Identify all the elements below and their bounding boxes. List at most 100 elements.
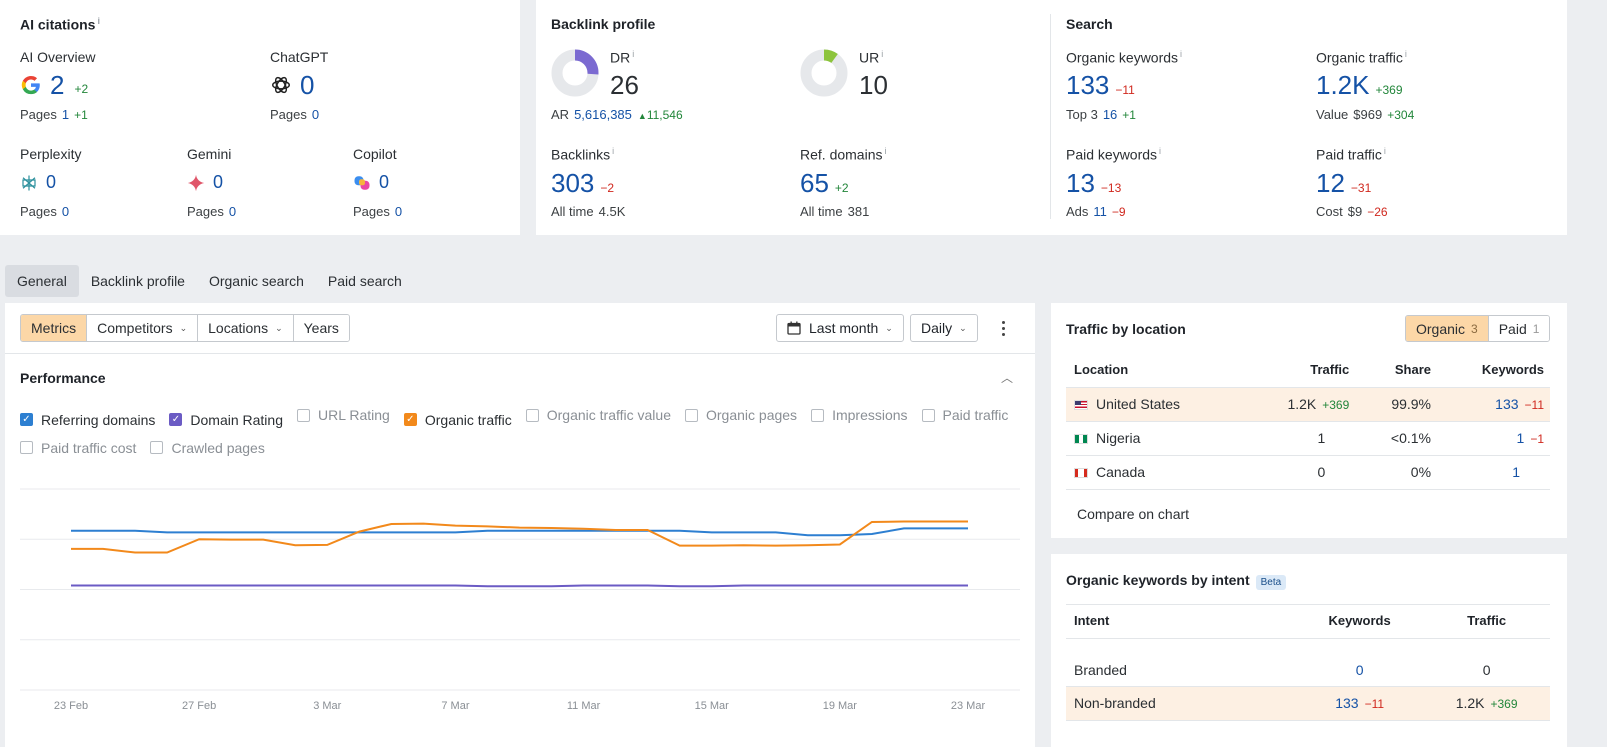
- chatgpt-value[interactable]: 0: [300, 70, 315, 100]
- col-share[interactable]: Share: [1357, 353, 1440, 388]
- more-options-icon[interactable]: [995, 317, 1011, 339]
- checkbox-icon: [921, 408, 935, 422]
- paid-traffic-label: Paid traffic i: [1316, 146, 1386, 163]
- intent-table: Intent Keywords Traffic Branded 0 0 Non-…: [1066, 604, 1550, 721]
- metric-checkboxes: ✓ Referring domains ✓ Domain Rating URL Rati…: [20, 401, 1025, 463]
- col-keywords[interactable]: Keywords: [1439, 353, 1550, 388]
- table-row[interactable]: Canada 0 0% 1: [1066, 455, 1550, 490]
- collapse-chevron-icon[interactable]: ︿: [1001, 371, 1014, 385]
- compare-on-chart-link[interactable]: Compare on chart: [1077, 506, 1190, 522]
- performance-card: Metrics Competitors ⌄ Locations ⌄ Years La…: [5, 303, 1035, 747]
- tab-paid-search[interactable]: Paid search: [327, 273, 402, 289]
- col-keywords[interactable]: Keywords: [1296, 604, 1424, 639]
- checkbox-paid-traffic-cost[interactable]: Paid traffic cost: [20, 434, 136, 462]
- paid-keywords-delta: −13: [1100, 181, 1122, 195]
- refdomains-value[interactable]: 65: [800, 168, 829, 198]
- chatgpt-pages: Pages 0: [270, 107, 320, 122]
- keywords-by-intent-card: Organic keywords by intent Beta Intent Ke…: [1051, 554, 1567, 747]
- toggle-organic[interactable]: Organic 3: [1406, 316, 1489, 341]
- col-location[interactable]: Location: [1066, 353, 1244, 388]
- table-row[interactable]: United States 1.2K +369 99.9% 133 −11: [1066, 387, 1550, 422]
- checkbox-icon: [811, 408, 825, 422]
- ai-citations-title: AI citations i: [20, 16, 100, 33]
- table-row[interactable]: Branded 0 0: [1066, 638, 1550, 687]
- x-tick-label: 15 Mar: [695, 700, 730, 712]
- checkbox-crawled-pages[interactable]: Crawled pages: [150, 434, 265, 462]
- checkbox-paid-traffic[interactable]: Paid traffic: [921, 401, 1008, 429]
- checkmark-icon: ✓: [403, 413, 417, 426]
- table-row[interactable]: Non-branded 133 −11 1.2K +369: [1066, 686, 1550, 721]
- checkbox-icon: [150, 441, 164, 454]
- traffic-by-location-title: Traffic by location: [1066, 321, 1186, 337]
- chatgpt-label: ChatGPT: [270, 49, 329, 65]
- tab-organic-search[interactable]: Organic search: [208, 273, 304, 289]
- checkbox-domain-rating[interactable]: ✓ Domain Rating: [169, 406, 283, 434]
- ng-flag-icon: [1074, 434, 1088, 444]
- backlinks-label: Backlinks i: [551, 146, 615, 163]
- checkbox-impressions[interactable]: Impressions: [811, 401, 908, 429]
- series-line-domain-rating[interactable]: [71, 584, 968, 588]
- copilot-icon: [354, 175, 370, 190]
- checkbox-organic-pages[interactable]: Organic pages: [685, 401, 797, 429]
- col-traffic[interactable]: Traffic: [1423, 604, 1550, 639]
- ads-row: Ads 11 −9: [1066, 204, 1126, 219]
- checkmark-icon: ✓: [20, 413, 33, 426]
- segment-metrics[interactable]: Metrics: [21, 315, 88, 341]
- gemini-value[interactable]: 0: [213, 172, 224, 192]
- backlinks-value[interactable]: 303: [551, 168, 595, 198]
- ar-value[interactable]: 5,616,385: [574, 107, 632, 122]
- ca-flag-icon: [1074, 468, 1088, 478]
- info-icon[interactable]: i: [97, 16, 100, 26]
- period-dropdown[interactable]: Last month ⌄: [776, 314, 904, 342]
- ai-overview-pages-value[interactable]: 1: [61, 107, 70, 122]
- segment-locations[interactable]: Locations ⌄: [198, 315, 294, 341]
- series-line-organic-traffic[interactable]: [71, 520, 968, 554]
- divider: [5, 353, 1035, 354]
- perplexity-icon: [22, 175, 36, 190]
- checkbox-url-rating[interactable]: URL Rating: [297, 401, 390, 429]
- organic-keywords-label: Organic keywords i: [1066, 49, 1183, 66]
- intent-title: Organic keywords by intent Beta: [1066, 572, 1287, 590]
- organic-keywords-value[interactable]: 133: [1066, 70, 1110, 100]
- tab-backlink-profile[interactable]: Backlink profile: [90, 273, 185, 289]
- checkbox-organic-traffic-value[interactable]: Organic traffic value: [525, 401, 671, 429]
- ai-overview-delta: +2: [74, 82, 89, 96]
- col-traffic[interactable]: Traffic: [1243, 353, 1358, 388]
- col-intent[interactable]: Intent: [1066, 604, 1296, 639]
- paid-traffic-value[interactable]: 12: [1316, 168, 1345, 198]
- checkbox-icon: [297, 408, 310, 422]
- chevron-down-icon: ⌄: [885, 322, 893, 333]
- value-row: Value $969 +304: [1316, 107, 1415, 122]
- dr-label: DR i: [610, 49, 635, 66]
- segment-competitors[interactable]: Competitors ⌄: [87, 315, 199, 341]
- checkbox-icon: [20, 441, 33, 454]
- ur-donut: [800, 49, 848, 97]
- ai-overview-label: AI Overview: [20, 49, 96, 65]
- x-tick-label: 19 Mar: [823, 700, 858, 712]
- x-tick-label: 23 Feb: [54, 700, 88, 712]
- location-type-toggle: Organic 3 Paid 1: [1405, 315, 1551, 342]
- x-tick-label: 11 Mar: [567, 700, 601, 712]
- table-row[interactable]: Nigeria 1 <0.1% 1 −1: [1066, 421, 1550, 456]
- refdomains-label: Ref. domains i: [800, 146, 887, 163]
- organic-traffic-value[interactable]: 1.2K: [1316, 70, 1370, 100]
- x-tick-label: 3 Mar: [313, 700, 341, 712]
- dr-value: 26: [610, 70, 639, 100]
- perplexity-value[interactable]: 0: [46, 172, 57, 192]
- granularity-dropdown[interactable]: Daily ⌄: [910, 314, 978, 342]
- gemini-label: Gemini: [187, 146, 232, 162]
- ar-delta: ▲11,546: [637, 108, 683, 122]
- checkbox-organic-traffic[interactable]: ✓ Organic traffic: [403, 406, 512, 434]
- section-tabs: General Backlink profile Organic search …: [5, 265, 414, 297]
- segment-years[interactable]: Years: [293, 315, 349, 341]
- toggle-paid[interactable]: Paid 1: [1488, 316, 1550, 341]
- copilot-value[interactable]: 0: [379, 172, 390, 192]
- paid-keywords-value[interactable]: 13: [1066, 168, 1095, 198]
- series-line-referring-domains[interactable]: [71, 527, 968, 537]
- checkbox-referring-domains[interactable]: ✓ Referring domains: [20, 406, 155, 434]
- chatgpt-icon: [272, 76, 290, 94]
- ai-overview-value[interactable]: 2: [50, 70, 65, 100]
- tab-general[interactable]: General: [5, 265, 79, 297]
- perplexity-pages: Pages 0: [20, 204, 70, 219]
- perplexity-label: Perplexity: [20, 146, 82, 162]
